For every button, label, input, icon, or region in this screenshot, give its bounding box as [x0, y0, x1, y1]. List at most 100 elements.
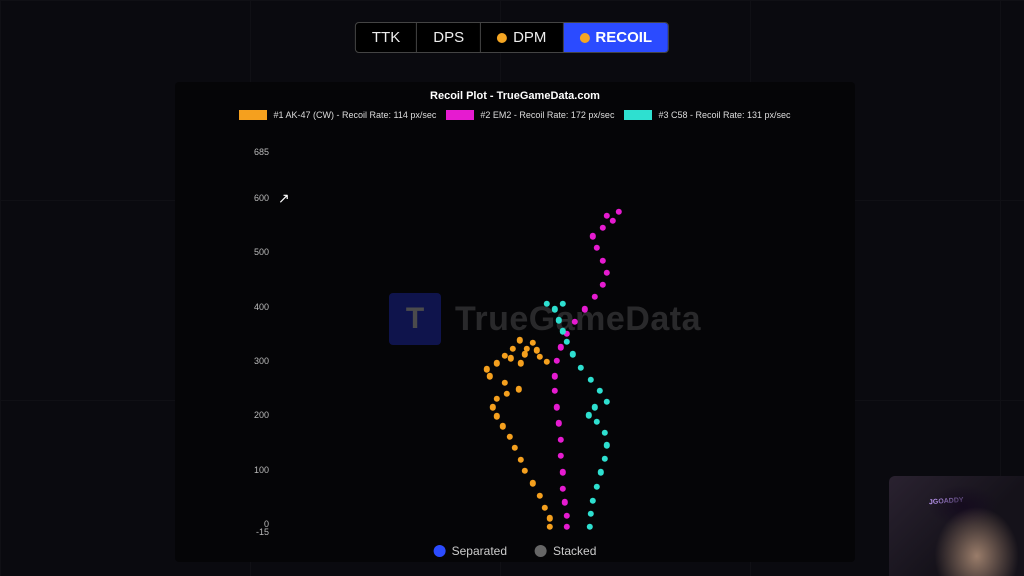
radio-label: Separated	[452, 544, 507, 558]
indicator-dot-icon	[497, 33, 507, 43]
data-point	[600, 282, 606, 288]
data-point	[560, 485, 566, 491]
data-point	[582, 306, 588, 312]
data-point	[600, 225, 606, 231]
data-point	[542, 504, 548, 510]
metric-tab-bar: TTK DPS DPM RECOIL	[355, 22, 669, 53]
webcam-overlay: JGOADDY	[889, 476, 1024, 576]
data-point	[588, 377, 594, 383]
indicator-dot-icon	[579, 33, 589, 43]
data-point	[598, 469, 604, 475]
data-point	[517, 337, 523, 343]
tab-label: RECOIL	[595, 29, 652, 46]
tab-dps[interactable]: DPS	[417, 23, 481, 52]
data-point	[564, 339, 570, 345]
data-point	[602, 456, 608, 462]
data-point	[594, 245, 600, 251]
data-point	[510, 346, 516, 352]
data-point	[564, 513, 570, 519]
data-point	[487, 373, 493, 379]
data-point	[616, 209, 622, 215]
y-tick-label: 300	[254, 356, 275, 366]
plot-area: T TrueGameData -150100200300400500600685	[275, 152, 815, 532]
view-mode-radio-group: Separated Stacked	[434, 544, 597, 558]
data-point	[610, 218, 616, 224]
data-point	[534, 347, 540, 353]
data-point	[537, 353, 543, 359]
radio-stacked[interactable]: Stacked	[535, 544, 596, 558]
data-point	[530, 480, 536, 486]
radio-separated[interactable]: Separated	[434, 544, 507, 558]
data-point	[516, 386, 522, 392]
data-point	[600, 257, 606, 263]
data-point	[587, 523, 593, 529]
legend-label: #3 C58 - Recoil Rate: 131 px/sec	[658, 110, 790, 120]
data-point	[518, 360, 524, 366]
data-point	[588, 511, 594, 517]
data-point	[602, 429, 608, 435]
data-point	[547, 515, 553, 521]
tab-ttk[interactable]: TTK	[356, 23, 417, 52]
data-point	[504, 390, 510, 396]
data-point	[592, 404, 598, 410]
data-point	[562, 499, 568, 505]
data-point	[552, 306, 558, 312]
data-point	[578, 364, 584, 370]
cap-text: JGOADDY	[929, 497, 964, 506]
data-point	[484, 366, 490, 372]
y-tick-label: 600	[254, 193, 275, 203]
tab-label: TTK	[372, 29, 400, 46]
legend-label: #2 EM2 - Recoil Rate: 172 px/sec	[480, 110, 614, 120]
data-point	[560, 301, 566, 307]
y-tick-label: 200	[254, 410, 275, 420]
data-point	[507, 434, 513, 440]
data-point	[556, 420, 562, 426]
radio-label: Stacked	[553, 544, 596, 558]
data-point	[564, 523, 570, 529]
y-tick-label: 0	[264, 519, 275, 529]
data-point	[552, 388, 558, 394]
tab-recoil[interactable]: RECOIL	[563, 23, 668, 52]
tab-dpm[interactable]: DPM	[481, 23, 563, 52]
y-tick-label: 500	[254, 247, 275, 257]
data-point	[586, 412, 592, 418]
legend-swatch	[239, 110, 267, 120]
data-point	[502, 380, 508, 386]
data-point	[604, 270, 610, 276]
data-point	[508, 355, 514, 361]
tab-label: DPS	[433, 29, 464, 46]
data-point	[597, 388, 603, 394]
data-point	[500, 423, 506, 429]
watermark-text: TrueGameData	[455, 300, 701, 339]
recoil-chart-panel: Recoil Plot - TrueGameData.com #1 AK-47 …	[175, 82, 855, 562]
data-point	[554, 358, 560, 364]
y-tick-label: 100	[254, 465, 275, 475]
data-point	[558, 437, 564, 443]
data-point	[552, 373, 558, 379]
radio-dot-icon	[535, 545, 547, 557]
data-point	[592, 294, 598, 300]
chart-title: Recoil Plot - TrueGameData.com	[175, 82, 855, 102]
data-point	[594, 419, 600, 425]
legend-swatch	[624, 110, 652, 120]
data-point	[554, 404, 560, 410]
data-point	[604, 399, 610, 405]
data-point	[494, 413, 500, 419]
data-point	[522, 467, 528, 473]
data-point	[518, 457, 524, 463]
data-point	[560, 469, 566, 475]
legend-item: #1 AK-47 (CW) - Recoil Rate: 114 px/sec	[239, 110, 436, 120]
data-point	[490, 404, 496, 410]
data-point	[572, 319, 578, 325]
tab-label: DPM	[513, 29, 546, 46]
data-point	[594, 484, 600, 490]
legend-item: #3 C58 - Recoil Rate: 131 px/sec	[624, 110, 790, 120]
radio-dot-icon	[434, 545, 446, 557]
data-point	[590, 233, 596, 239]
legend-item: #2 EM2 - Recoil Rate: 172 px/sec	[446, 110, 614, 120]
data-point	[604, 212, 610, 218]
chart-legend: #1 AK-47 (CW) - Recoil Rate: 114 px/sec …	[175, 102, 855, 124]
y-tick-label: 685	[254, 147, 275, 157]
data-point	[544, 359, 550, 365]
data-point	[537, 492, 543, 498]
